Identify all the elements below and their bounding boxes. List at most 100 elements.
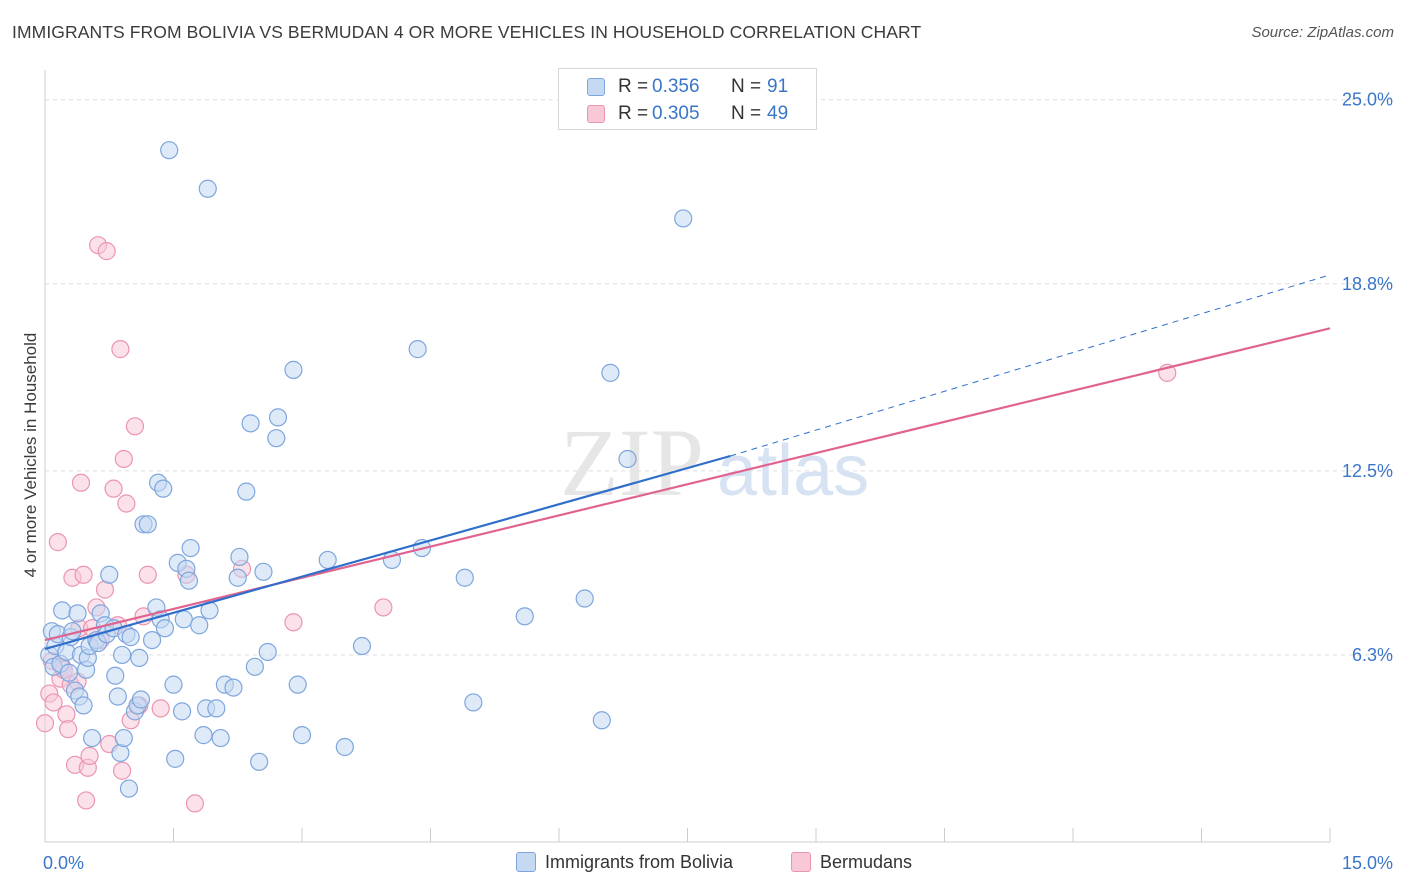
legend-label-bolivia: Immigrants from Bolivia [545, 852, 734, 872]
bermudans-point [374, 598, 393, 617]
bolivia-point [198, 179, 217, 198]
bermudans-point [125, 417, 145, 436]
legend-r-label: R = [618, 76, 649, 97]
bolivia-point [160, 141, 179, 160]
legend-row-bermudans: R = 0.305 N = 49 [559, 100, 816, 128]
bermudans-trend-line [44, 327, 1331, 642]
legend-n-label: N = [731, 76, 762, 97]
bolivia-point [258, 642, 277, 662]
bermudans-point [112, 761, 132, 780]
bermudans-point [48, 533, 67, 552]
bolivia-point [74, 696, 93, 715]
y-tick-label: 6.3% [1352, 645, 1393, 665]
legend-r-value: 0.305 [652, 103, 700, 124]
bermudans-point [111, 340, 130, 359]
bolivia-point [155, 619, 175, 638]
y-tick-label: 12.5% [1342, 461, 1393, 481]
bolivia-point [228, 568, 247, 587]
legend-swatch-pink [587, 105, 605, 123]
bermudans-point [35, 714, 55, 733]
bolivia-point [68, 604, 87, 623]
y-tick-label: 18.8% [1342, 274, 1393, 294]
bolivia-trend-line [44, 454, 731, 651]
bolivia-point [83, 728, 102, 748]
bolivia-point [674, 209, 693, 228]
bolivia-point [114, 728, 133, 748]
legend-r-value: 0.356 [652, 76, 700, 97]
bermudans-point [71, 473, 91, 492]
bolivia-point [464, 693, 483, 712]
legend-item-bermudans[interactable]: Bermudans [791, 852, 912, 873]
trend-lines [44, 274, 1331, 651]
bolivia-point [254, 562, 273, 581]
bolivia-point [194, 726, 213, 745]
bolivia-point [601, 363, 620, 382]
bolivia-point [230, 547, 249, 567]
legend-swatch-blue [516, 852, 536, 872]
bolivia-point [224, 678, 243, 697]
legend-row-bolivia: R = 0.356 N = 91 [559, 73, 816, 101]
bolivia-point [237, 482, 256, 501]
bolivia-point [575, 589, 594, 608]
bolivia-point [53, 601, 72, 620]
bermudans-point [151, 699, 170, 718]
bolivia-point [166, 749, 185, 768]
bolivia-point [59, 663, 79, 682]
bolivia-point [106, 666, 125, 685]
bolivia-points [40, 141, 693, 798]
bolivia-point [318, 550, 337, 570]
bolivia-point [190, 616, 209, 635]
bolivia-point [241, 414, 260, 433]
bolivia-point [267, 429, 286, 448]
bolivia-point [130, 648, 149, 668]
bolivia-point [100, 565, 119, 584]
bermudans-point [80, 746, 99, 765]
bermudans-point [185, 794, 205, 813]
bermudans-point [97, 242, 116, 261]
legend-item-bolivia[interactable]: Immigrants from Bolivia [516, 852, 733, 873]
bolivia-point [352, 636, 372, 656]
legend-swatch-pink [791, 852, 811, 872]
chart-title: IMMIGRANTS FROM BOLIVIA VS BERMUDAN 4 OR… [12, 22, 922, 42]
bermudans-point [59, 720, 78, 739]
bermudans-point [114, 449, 133, 469]
bermudans-point [138, 565, 157, 584]
x-tick-label-max: 15.0% [1342, 853, 1393, 873]
bolivia-point [207, 699, 226, 718]
bolivia-point [408, 340, 427, 359]
watermark: ZIP atlas [560, 409, 869, 516]
bermudans-point [74, 565, 93, 584]
legend-swatch-blue [587, 78, 605, 96]
bolivia-point [335, 737, 354, 757]
bolivia-point [288, 675, 307, 694]
x-tick-label-min: 0.0% [43, 853, 84, 873]
bolivia-point [268, 408, 288, 427]
bolivia-point [592, 711, 611, 730]
stats-legend: R = 0.356 N = 91 R = 0.305 N = 49 [558, 68, 817, 130]
bolivia-point [138, 515, 157, 534]
bolivia-point [131, 690, 151, 709]
bolivia-point [181, 538, 200, 558]
bolivia-point [179, 571, 199, 590]
bolivia-point [108, 687, 127, 706]
axes [44, 70, 1331, 843]
bolivia-point [172, 702, 192, 721]
bolivia-point [111, 743, 130, 763]
bermudans-point [117, 494, 136, 513]
bolivia-point [142, 630, 162, 650]
source-credit: Source: ZipAtlas.com [1251, 24, 1394, 41]
bolivia-point [112, 645, 132, 665]
legend-n-label: N = [731, 103, 762, 124]
tick-labels: 6.3% 12.5% 18.8% 25.0% 0.0% 15.0% [43, 90, 1393, 873]
bolivia-point [154, 479, 173, 498]
legend-n-value: 91 [767, 76, 789, 97]
bolivia-point [211, 728, 230, 748]
bolivia-point [245, 657, 264, 676]
legend-r-label: R = [618, 103, 649, 124]
bolivia-point [174, 610, 193, 629]
bolivia-point [284, 360, 303, 379]
bolivia-trend-extension [730, 274, 1331, 457]
bermudans-point [104, 479, 123, 498]
bolivia-point [119, 779, 139, 798]
